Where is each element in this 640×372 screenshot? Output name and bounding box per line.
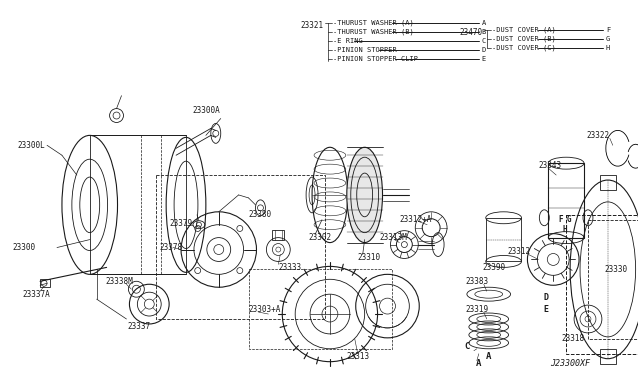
Text: 23330: 23330 — [604, 265, 627, 274]
Bar — [566, 215, 640, 354]
Text: 23322: 23322 — [586, 131, 609, 140]
Bar — [248, 269, 392, 349]
Text: 23303+A: 23303+A — [248, 305, 281, 314]
Text: 23390: 23390 — [482, 263, 505, 272]
Text: D: D — [543, 293, 548, 302]
Text: 23378: 23378 — [159, 243, 182, 252]
Text: 23302: 23302 — [308, 233, 332, 242]
Bar — [600, 349, 616, 364]
Text: G: G — [566, 215, 571, 224]
Bar — [273, 230, 284, 240]
Text: 23470: 23470 — [459, 28, 482, 37]
Text: 23312: 23312 — [507, 247, 530, 256]
Text: -PINION STOPPER: -PINION STOPPER — [333, 47, 397, 53]
Text: -THURUST WASHER (A): -THURUST WASHER (A) — [333, 20, 413, 26]
Text: 23310: 23310 — [358, 253, 381, 262]
Text: E: E — [482, 56, 486, 62]
Text: E: E — [543, 305, 548, 314]
Text: F: F — [558, 215, 563, 224]
Text: A: A — [486, 352, 492, 361]
Text: 23343: 23343 — [538, 161, 561, 170]
Text: -DUST COVER (B): -DUST COVER (B) — [492, 36, 556, 42]
Text: 23312+A: 23312+A — [399, 215, 432, 224]
Text: 23379: 23379 — [169, 219, 192, 228]
Text: G: G — [606, 36, 610, 42]
Text: 23333: 23333 — [278, 263, 301, 272]
Text: 23337: 23337 — [128, 323, 151, 331]
Bar — [156, 175, 325, 319]
Text: -DUST COVER (A): -DUST COVER (A) — [492, 27, 556, 33]
Text: 23300L: 23300L — [17, 141, 45, 150]
Text: C: C — [482, 38, 486, 44]
Text: H: H — [606, 45, 610, 51]
Text: 23313M: 23313M — [380, 233, 407, 242]
Text: 23337A: 23337A — [22, 290, 50, 299]
Text: 23380: 23380 — [248, 210, 271, 219]
Text: -PINION STOPPER CLIP: -PINION STOPPER CLIP — [333, 56, 418, 62]
Text: -THURUST WASHER (B): -THURUST WASHER (B) — [333, 29, 413, 35]
Text: B: B — [482, 29, 486, 35]
Bar — [40, 279, 50, 287]
Text: -E RING: -E RING — [333, 38, 363, 44]
Text: 23319: 23319 — [465, 305, 488, 314]
Text: A: A — [476, 359, 481, 368]
Bar — [486, 218, 522, 262]
Bar — [548, 163, 584, 238]
Text: H: H — [562, 225, 567, 234]
Ellipse shape — [347, 147, 383, 243]
Text: 23300A: 23300A — [192, 106, 220, 115]
Text: 23321: 23321 — [300, 21, 323, 30]
Text: 23313: 23313 — [346, 352, 369, 361]
Text: C: C — [464, 342, 470, 351]
Text: J23300XF: J23300XF — [550, 359, 590, 368]
Text: 23338M: 23338M — [106, 277, 133, 286]
Text: D: D — [482, 47, 486, 53]
Text: 23300: 23300 — [12, 243, 35, 252]
Bar — [90, 135, 186, 274]
Text: F: F — [606, 27, 610, 33]
Bar — [600, 175, 616, 190]
Bar — [588, 220, 640, 339]
Text: 23383: 23383 — [465, 277, 488, 286]
Text: -DUST COVER (C): -DUST COVER (C) — [492, 45, 556, 51]
Text: 23318: 23318 — [561, 334, 585, 343]
Text: A: A — [482, 20, 486, 26]
